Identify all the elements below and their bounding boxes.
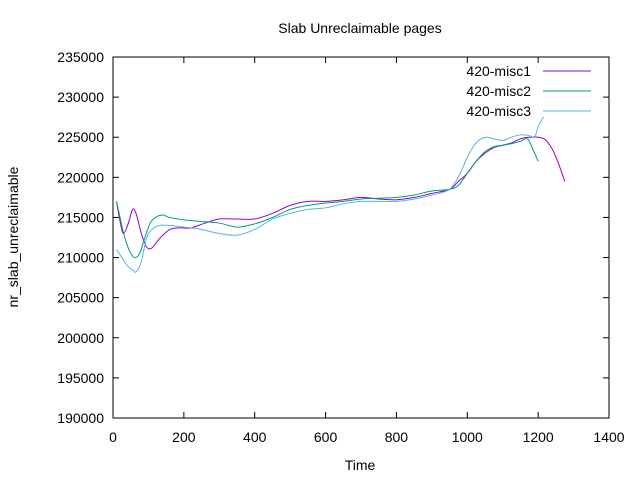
x-tick-label: 800 xyxy=(385,429,409,445)
x-tick-label: 1000 xyxy=(452,429,483,445)
x-tick-label: 600 xyxy=(314,429,338,445)
plot-border xyxy=(112,56,610,419)
x-tick-label: 0 xyxy=(109,429,117,445)
y-tick-label: 230000 xyxy=(57,89,104,105)
y-tick-label: 190000 xyxy=(57,410,104,426)
y-tick-label: 200000 xyxy=(57,330,104,346)
x-axis-label: Time xyxy=(345,457,376,473)
chart-title: Slab Unreclaimable pages xyxy=(278,20,441,36)
y-tick-label: 235000 xyxy=(57,49,104,65)
legend-label: 420-misc2 xyxy=(466,83,531,99)
x-tick-label: 1200 xyxy=(523,429,554,445)
series-line-420-misc2 xyxy=(116,138,539,259)
legend-label: 420-misc3 xyxy=(466,103,531,119)
y-tick-label: 225000 xyxy=(57,129,104,145)
x-tick-label: 400 xyxy=(243,429,267,445)
y-axis: 190000 195000 200000 205000 210000 215000 2200… xyxy=(57,49,609,426)
y-tick-label: 220000 xyxy=(57,169,104,185)
x-axis: 0 200 400 600 800 1000 1200 1400 xyxy=(109,57,625,445)
series-line-420-misc1 xyxy=(116,136,566,250)
plot-frame xyxy=(112,56,610,419)
legend: 420-misc1 420-misc2 420-misc3 xyxy=(466,63,591,119)
legend-label: 420-misc1 xyxy=(466,63,531,79)
series-lines xyxy=(116,116,566,273)
y-tick-label: 210000 xyxy=(57,250,104,266)
y-axis-label: nr_slab_unreclaimable xyxy=(5,166,21,307)
series-line-420-misc3 xyxy=(116,116,544,273)
y-tick-label: 215000 xyxy=(57,209,104,225)
x-tick-label: 200 xyxy=(172,429,196,445)
x-tick-label: 1400 xyxy=(593,429,624,445)
y-tick-label: 195000 xyxy=(57,370,104,386)
y-tick-label: 205000 xyxy=(57,290,104,306)
